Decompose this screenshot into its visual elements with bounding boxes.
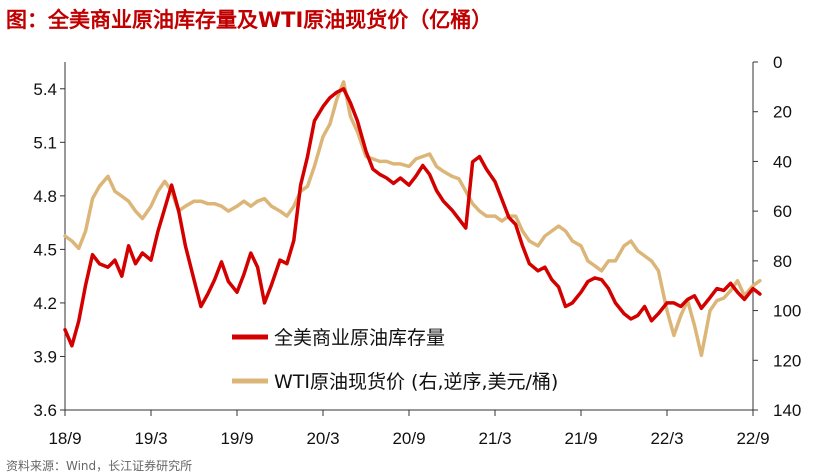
x-tick-label: 22/3 [650, 429, 683, 448]
chart-title: 图：全美商业原油库存量及WTI原油现货价（亿桶） [6, 8, 493, 32]
chart-axes [60, 61, 758, 416]
left-tick-label: 4.5 [33, 240, 57, 259]
legend-item-inventory-label: 全美商业原油库存量 [274, 327, 445, 349]
source-note: 资料来源：Wind，长江证券研究所 [6, 459, 193, 473]
x-tick-label: 20/3 [306, 429, 339, 448]
right-tick-label: 80 [773, 252, 792, 271]
x-tick-label: 20/9 [392, 429, 425, 448]
left-tick-label: 4.8 [33, 187, 57, 206]
legend-item-wti-label: WTI原油现货价 (右,逆序,美元/桶) [274, 371, 558, 393]
right-tick-label: 120 [773, 351, 801, 370]
left-tick-label: 3.6 [33, 401, 57, 420]
right-tick-label: 140 [773, 401, 801, 420]
right-tick-label: 40 [773, 152, 792, 171]
x-tick-label: 21/9 [564, 429, 597, 448]
left-tick-label: 5.1 [33, 133, 57, 152]
x-tick-label: 22/9 [736, 429, 769, 448]
right-tick-label: 20 [773, 103, 792, 122]
x-tick-label: 19/9 [220, 429, 253, 448]
left-tick-label: 3.9 [33, 347, 57, 366]
right-tick-label: 60 [773, 202, 792, 221]
x-tick-label: 18/9 [48, 429, 81, 448]
right-tick-label: 100 [773, 302, 801, 321]
chart-tick-labels: 5.4 5.1 4.8 4.5 4.2 3.9 3.6 0 20 40 60 80 100 120 140 1… [33, 53, 801, 448]
x-tick-label: 21/3 [478, 429, 511, 448]
chart-series-lines [63, 80, 762, 358]
series-line-inventory [63, 87, 762, 348]
left-tick-label: 4.2 [33, 294, 57, 313]
right-tick-label: 0 [773, 53, 782, 72]
left-tick-label: 5.4 [33, 80, 57, 99]
chart-legend: 全美商业原油库存量 WTI原油现货价 (右,逆序,美元/桶) [232, 327, 558, 393]
x-tick-label: 19/3 [134, 429, 167, 448]
